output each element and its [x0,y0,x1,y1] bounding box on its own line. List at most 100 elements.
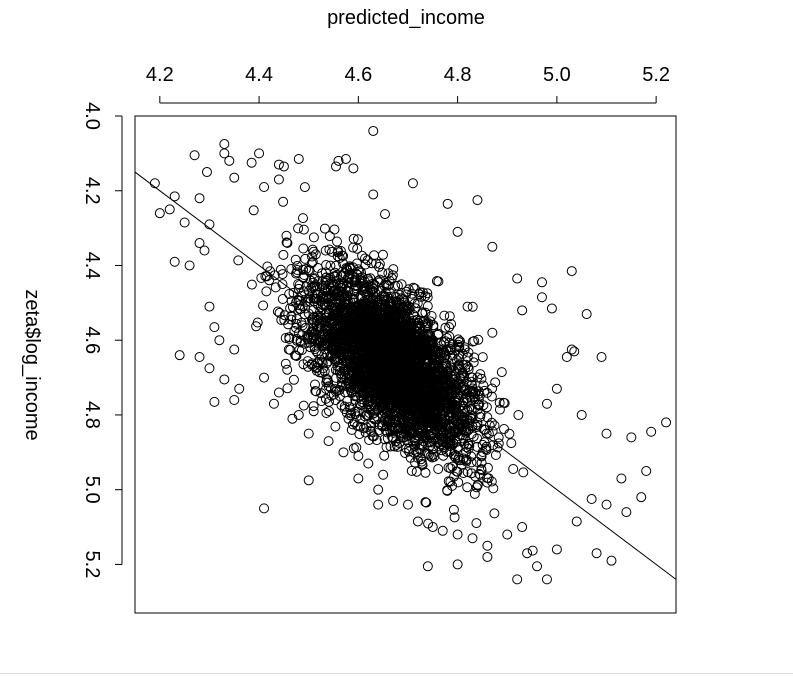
data-point [189,150,200,161]
data-point [254,148,265,159]
data-point [541,574,552,585]
data-point [641,466,652,476]
data-point [566,266,577,277]
data-point [561,352,572,363]
data-point [273,159,284,170]
x-axis: 4.2 4.4 4.6 4.8 5.0 5.2 [146,64,670,104]
data-point [437,525,448,536]
data-point [467,533,478,544]
x-tick-label: 4.6 [344,64,372,86]
dense-point-cloud [233,182,538,556]
data-point [323,436,334,447]
data-point [340,153,351,164]
data-point [204,363,215,374]
data-point [174,350,185,361]
data-point [373,499,384,510]
data-point [487,327,498,338]
plot-frame [134,115,677,614]
data-point [569,346,580,357]
data-point [373,484,384,495]
data-point [229,395,240,405]
data-point [308,406,319,417]
data-point [512,574,523,585]
data-point [224,155,235,166]
data-point [293,409,304,420]
data-point [551,544,562,555]
data-point [581,309,592,320]
data-point [517,522,528,533]
data-point [199,245,210,256]
y-tick-label: 4.4 [81,252,103,280]
data-point [596,352,607,363]
data-point [536,292,547,303]
data-point [219,148,230,159]
data-point [368,125,379,136]
data-point [179,217,190,228]
data-point [661,417,672,428]
data-point [482,551,493,562]
data-point [201,167,212,178]
y-tick-label: 4.2 [81,177,103,205]
data-point [259,372,270,383]
data-point [378,469,389,480]
data-point [204,301,215,312]
data-point [452,559,463,570]
data-point [422,561,433,572]
data-point [601,499,612,510]
bottom-rule [0,673,793,674]
data-point [566,344,577,355]
data-point [209,322,220,333]
y-tick-label: 4.6 [81,326,103,354]
data-point [214,335,225,346]
data-point [442,198,453,209]
data-point [293,153,304,164]
data-point [636,492,647,503]
y-tick-label: 4.8 [81,401,103,429]
data-point [348,163,359,174]
data-point [482,540,493,551]
data-point [303,428,314,439]
data-point [219,374,230,385]
data-point [368,189,379,200]
data-point [571,516,582,527]
data-point [209,396,220,407]
x-tick-label: 4.4 [245,64,273,86]
data-point [353,473,364,484]
y-tick-label: 5.2 [81,551,103,579]
data-point [517,305,528,316]
data-point [541,398,552,409]
data-point [333,155,344,166]
data-point [591,548,602,559]
data-point [388,495,399,506]
x-tick-label: 5.0 [543,64,571,86]
x-axis-title: predicted_income [327,7,485,29]
data-point [363,458,374,469]
data-point [184,260,195,271]
data-point [229,344,240,355]
data-point [487,241,498,252]
data-point [646,426,657,437]
data-point [268,398,279,409]
data-point [278,161,289,172]
data-point [298,400,309,411]
reference-line [134,171,677,580]
data-point [169,256,180,267]
data-point [194,352,205,363]
data-point [472,195,483,206]
data-point [621,507,632,518]
data-point [407,178,418,189]
point-cloud [233,182,538,556]
data-point [452,226,463,237]
data-point [229,172,240,183]
data-point [522,548,533,559]
data-point [427,522,438,533]
data-point [586,494,597,505]
data-point [194,193,205,204]
data-point [601,428,612,439]
data-point [616,473,627,484]
x-tick-label: 4.2 [146,64,174,86]
data-point [551,383,562,394]
data-point [303,475,314,486]
data-point [536,277,547,288]
data-point [234,383,245,394]
